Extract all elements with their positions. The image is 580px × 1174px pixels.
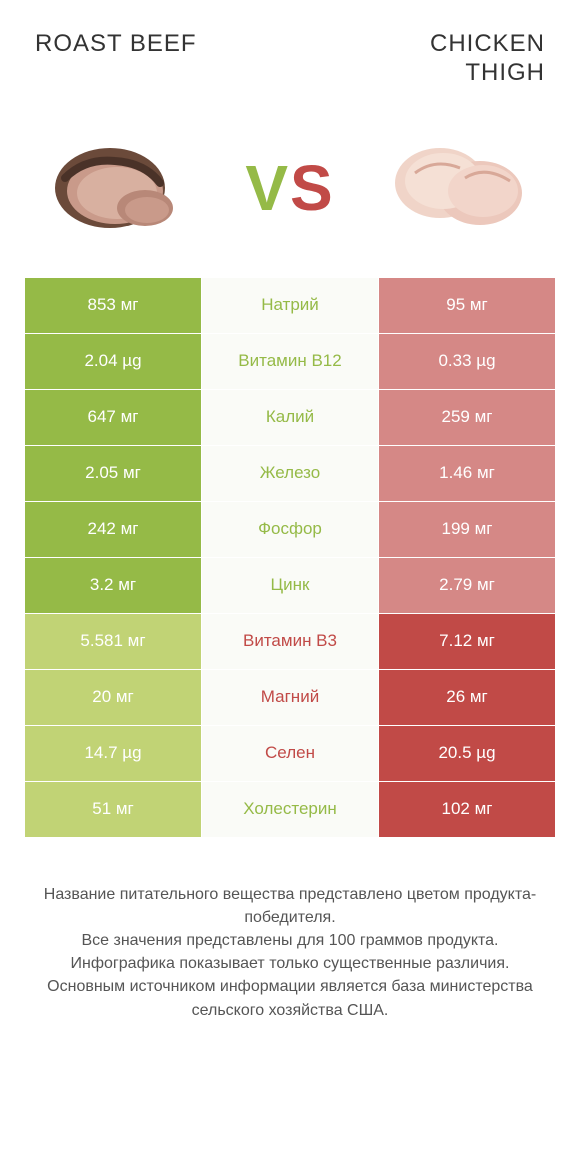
nutrient-name: Селен (202, 726, 378, 782)
nutrient-name: Железо (202, 446, 378, 502)
nutrient-name: Холестерин (202, 782, 378, 838)
footer-notes: Название питательного вещества представл… (25, 883, 555, 1022)
right-value: 259 мг (378, 390, 555, 446)
left-value: 853 мг (25, 278, 202, 334)
footer-line-4: Основным источником информации является … (35, 975, 545, 1021)
table-row: 853 мгНатрий95 мг (25, 278, 555, 334)
footer-line-1: Название питательного вещества представл… (35, 883, 545, 929)
titles-row: Roast beef Chicken thigh (25, 30, 555, 88)
nutrient-name: Фосфор (202, 502, 378, 558)
roast-beef-image (45, 128, 195, 248)
nutrient-name: Цинк (202, 558, 378, 614)
vs-label: VS (245, 151, 334, 225)
table-row: 51 мгХолестерин102 мг (25, 782, 555, 838)
right-value: 20.5 µg (378, 726, 555, 782)
right-value: 1.46 мг (378, 446, 555, 502)
nutrient-name: Натрий (202, 278, 378, 334)
title-right: Chicken thigh (343, 30, 555, 88)
table-row: 14.7 µgСелен20.5 µg (25, 726, 555, 782)
table-row: 5.581 мгВитамин B37.12 мг (25, 614, 555, 670)
left-value: 5.581 мг (25, 614, 202, 670)
left-value: 2.05 мг (25, 446, 202, 502)
left-value: 51 мг (25, 782, 202, 838)
right-value: 26 мг (378, 670, 555, 726)
nutrient-name: Витамин B12 (202, 334, 378, 390)
vs-row: VS (25, 118, 555, 278)
right-value: 199 мг (378, 502, 555, 558)
nutrient-name: Витамин B3 (202, 614, 378, 670)
left-value: 14.7 µg (25, 726, 202, 782)
right-value: 7.12 мг (378, 614, 555, 670)
table-row: 2.05 мгЖелезо1.46 мг (25, 446, 555, 502)
table-row: 3.2 мгЦинк2.79 мг (25, 558, 555, 614)
left-value: 647 мг (25, 390, 202, 446)
left-value: 20 мг (25, 670, 202, 726)
chicken-thigh-image (385, 128, 535, 248)
nutrient-name: Калий (202, 390, 378, 446)
table-row: 647 мгКалий259 мг (25, 390, 555, 446)
infographic-container: Roast beef Chicken thigh VS (0, 0, 580, 1042)
table-row: 2.04 µgВитамин B120.33 µg (25, 334, 555, 390)
right-value: 95 мг (378, 278, 555, 334)
left-value: 3.2 мг (25, 558, 202, 614)
nutrient-table: 853 мгНатрий95 мг2.04 µgВитамин B120.33 … (25, 278, 555, 838)
footer-line-2: Все значения представлены для 100 граммо… (35, 929, 545, 952)
left-value: 242 мг (25, 502, 202, 558)
vs-s-letter: S (290, 152, 335, 224)
table-row: 20 мгМагний26 мг (25, 670, 555, 726)
nutrient-name: Магний (202, 670, 378, 726)
right-value: 0.33 µg (378, 334, 555, 390)
left-value: 2.04 µg (25, 334, 202, 390)
title-left: Roast beef (25, 30, 237, 59)
right-value: 102 мг (378, 782, 555, 838)
vs-v-letter: V (245, 152, 290, 224)
right-value: 2.79 мг (378, 558, 555, 614)
table-row: 242 мгФосфор199 мг (25, 502, 555, 558)
footer-line-3: Инфографика показывает только существенн… (35, 952, 545, 975)
